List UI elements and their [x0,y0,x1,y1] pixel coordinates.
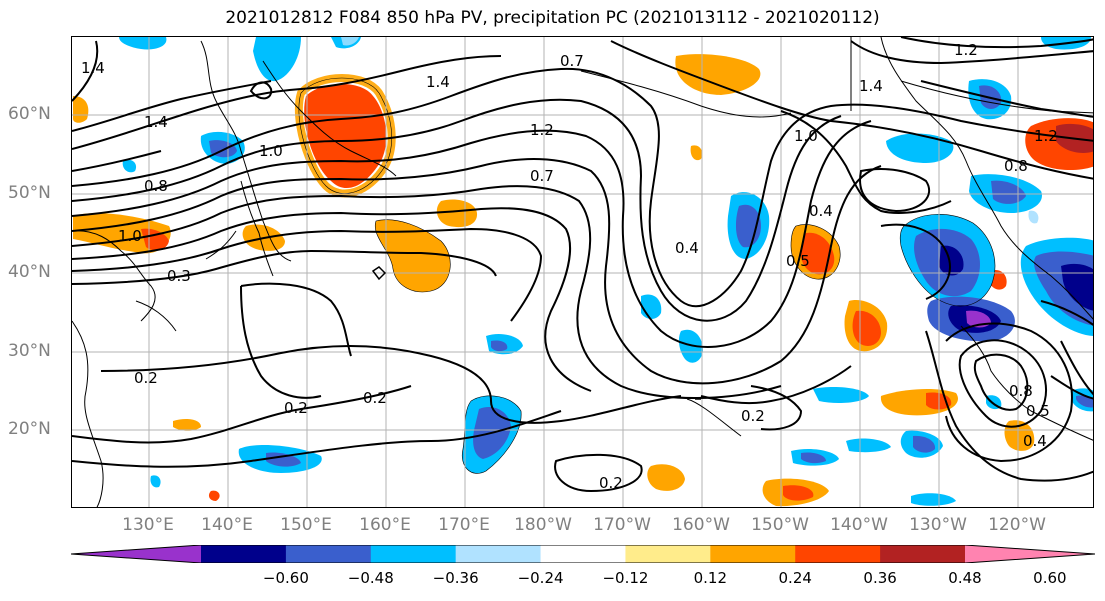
precip-anomaly-positive [375,219,451,292]
colorbar-segment [455,545,542,563]
lat-label-50n: 50°N [8,183,51,203]
lat-label-40n: 40°N [8,262,51,282]
colorbar-tick-label: 0.48 [948,569,982,587]
contour-label: 0.7 [530,167,554,185]
contour-label: 1.2 [1034,127,1058,145]
contour-label: 1.4 [144,113,168,131]
lon-label-130e: 130°E [122,515,174,535]
colorbar-tick-label: 0.60 [1033,569,1067,587]
contour-label: 1.4 [81,59,105,77]
contour-label: 0.2 [284,399,308,417]
contour-label: 0.4 [1023,432,1047,450]
colorbar-extension-high [965,545,1095,563]
contour-label: 1.2 [954,41,978,59]
contour-label: 1.2 [530,121,554,139]
precip-anomaly-positive [1004,420,1035,451]
contour-label: 1.0 [118,227,142,245]
colorbar-segment [540,545,626,563]
lon-label-120w: 120°W [988,515,1046,535]
lat-label-30n: 30°N [8,341,51,361]
lat-label-60n: 60°N [8,104,51,124]
map-panel: 1.4 1.4 1.4 1.4 1.2 1.2 1.2 1.0 1.0 1.0 … [71,36,1094,508]
island-markers [371,266,701,400]
precipitation-shading [73,37,1093,507]
contour-label: 0.2 [134,369,158,387]
contour-label: 1.4 [859,77,883,95]
contour-label: 0.7 [560,52,584,70]
lon-label-150e: 150°E [280,515,332,535]
graticule [72,37,1093,507]
colorbar-tick-label: 0.36 [863,569,897,587]
precip-anomaly-negative [119,37,167,50]
colorbar-tick-label: −0.12 [602,569,649,587]
contour-label: 1.0 [259,142,283,160]
map-plot: 1.4 1.4 1.4 1.4 1.2 1.2 1.2 1.0 1.0 1.0 … [72,37,1093,507]
colorbar-tick-label: 0.24 [778,569,812,587]
colorbar-tick-label: 0.12 [693,569,728,587]
colorbar-segments [71,545,1095,563]
lon-label-170e: 170°E [438,515,490,535]
precip-anomaly-positive [436,199,478,228]
contour-label: 0.8 [144,177,168,195]
colorbar-segment [880,545,966,563]
map-title: 2021012812 F084 850 hPa PV, precipitatio… [225,8,880,28]
colorbar-tick-label: −0.60 [262,569,309,587]
colorbar-tick-label: −0.36 [432,569,479,587]
colorbar-segment [201,545,287,563]
precip-anomaly-positive [675,54,761,95]
contour-label: 0.2 [363,389,387,407]
lon-label-130w: 130°W [909,515,967,535]
colorbar-segment [285,545,372,563]
lon-label-160w: 160°W [672,515,730,535]
colorbar-extension-low [71,545,201,563]
colorbar-segment [795,545,881,563]
contour-label: 0.5 [1026,402,1050,420]
precip-anomaly-negative [886,133,954,163]
colorbar-segment [370,545,457,563]
colorbar-segment [710,545,796,563]
contour-label: 0.4 [675,239,699,257]
lon-label-180w: 180°W [514,515,572,535]
precip-anomaly-positive [647,464,685,491]
lon-label-150w: 150°W [751,515,809,535]
contour-label: 0.4 [809,202,833,220]
contour-label: 0.2 [599,474,623,492]
colorbar-tick-label: −0.48 [347,569,394,587]
contour-label: 0.8 [1009,382,1033,400]
contour-label: 1.0 [794,127,818,145]
lat-label-20n: 20°N [8,419,51,439]
contour-label: 0.2 [741,407,765,425]
colorbar-segment [625,545,711,563]
colorbar-tick-label: −0.24 [517,569,564,587]
contour-label: 0.8 [1004,157,1028,175]
lon-label-160e: 160°E [359,515,411,535]
contour-label: 0.5 [786,252,810,270]
contour-label: 1.4 [426,73,450,91]
lon-label-170w: 170°W [593,515,651,535]
lon-label-140e: 140°E [201,515,253,535]
lon-label-140w: 140°W [830,515,888,535]
colorbar [71,545,1095,563]
contour-label: 0.3 [167,267,191,285]
contour-labels: 1.4 1.4 1.4 1.4 1.2 1.2 1.2 1.0 1.0 1.0 … [81,41,1058,492]
pv-contours [72,37,1093,493]
